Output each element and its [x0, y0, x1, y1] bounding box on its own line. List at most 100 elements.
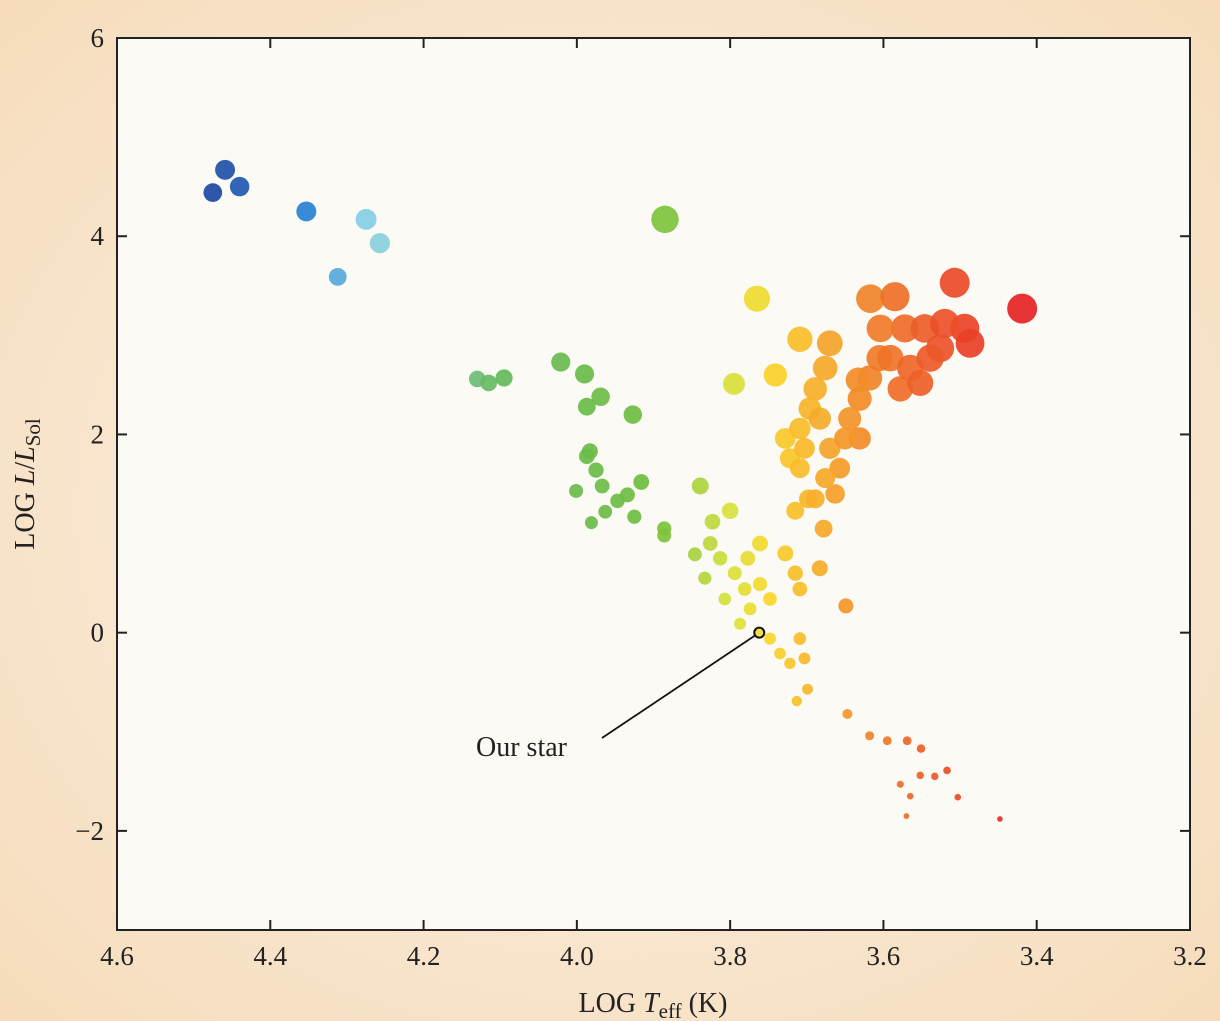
star-point [903, 813, 910, 819]
star-point [574, 364, 595, 384]
star-point [777, 545, 794, 562]
star-point [866, 314, 895, 343]
star-point [584, 516, 598, 530]
star-point [722, 372, 745, 395]
star-point [787, 326, 813, 352]
star-point [943, 766, 951, 775]
star-point [838, 598, 854, 614]
star-point [740, 550, 756, 566]
star-point [702, 536, 718, 551]
star-point [633, 474, 650, 490]
star-point [698, 571, 712, 585]
star-point [369, 233, 390, 254]
star-point [588, 462, 604, 478]
star-point [815, 468, 836, 489]
star-point [907, 369, 934, 396]
star-point [902, 736, 912, 746]
star-point [829, 457, 851, 479]
y-tick-label: −2 [75, 816, 104, 846]
star-point [954, 793, 962, 801]
star-point [838, 407, 862, 431]
star-point [578, 448, 595, 465]
star-point [328, 267, 347, 286]
star-point [787, 565, 803, 581]
star-point [856, 284, 885, 313]
star-point [792, 581, 808, 597]
star-point [627, 509, 642, 524]
star-point [802, 683, 814, 695]
y-tick-label: 6 [91, 23, 105, 53]
star-point [594, 478, 610, 494]
star-point [816, 330, 843, 357]
star-point [834, 427, 857, 450]
star-point [789, 417, 811, 440]
star-point [743, 602, 757, 616]
star-point [812, 355, 838, 381]
star-point [890, 314, 919, 343]
star-point [811, 560, 828, 577]
star-point [793, 632, 807, 645]
x-axis-label: LOG Teff (K) [579, 988, 728, 1021]
star-point [752, 535, 768, 552]
star-point [215, 159, 236, 180]
star-point [480, 374, 498, 392]
star-point [784, 657, 796, 670]
star-point [882, 736, 892, 746]
star-point [743, 285, 771, 312]
y-tick-label: 2 [91, 419, 105, 449]
star-point [651, 205, 679, 234]
star-point [763, 592, 777, 606]
star-point [803, 377, 827, 401]
x-tick-label: 4.2 [407, 941, 441, 971]
star-point [203, 183, 223, 202]
star-point [577, 397, 596, 416]
star-point [916, 744, 926, 753]
star-point [713, 551, 728, 566]
star-point [610, 493, 625, 509]
star-point [808, 407, 832, 430]
star-point [691, 477, 709, 495]
star-point [734, 617, 747, 630]
star-point [229, 176, 250, 197]
star-point [296, 201, 317, 222]
star-point [737, 582, 752, 596]
star-point [355, 208, 377, 230]
star-point [721, 502, 739, 520]
star-point [789, 458, 810, 479]
star-point [916, 344, 944, 372]
annotation-line [601, 631, 760, 739]
star-point [805, 489, 825, 509]
star-point [798, 652, 811, 665]
star-point [551, 352, 571, 372]
star-point [865, 731, 875, 741]
x-tick-label: 3.2 [1173, 941, 1207, 971]
star-point [763, 363, 787, 387]
star-point [791, 695, 803, 707]
x-tick-label: 3.8 [713, 941, 747, 971]
star-point [727, 566, 742, 581]
star-point [887, 376, 914, 402]
star-point [1007, 293, 1038, 324]
star-point [931, 772, 939, 781]
star-point [687, 547, 702, 562]
star-point [598, 504, 613, 519]
star-point [906, 792, 914, 800]
star-point [930, 308, 960, 339]
y-tick-label: 4 [91, 221, 105, 251]
our-star-marker [753, 626, 766, 639]
star-point [814, 519, 833, 538]
x-tick-label: 4.6 [100, 941, 134, 971]
star-point [896, 780, 904, 788]
star-point [880, 282, 910, 312]
star-point [623, 405, 643, 424]
star-point [916, 771, 924, 780]
star-point [845, 367, 871, 393]
y-tick-label: 0 [91, 618, 105, 648]
star-point [825, 484, 845, 504]
star-point [591, 387, 610, 407]
star-point [704, 513, 721, 530]
annotation-our-star: Our star [476, 732, 568, 763]
star-point [842, 708, 853, 719]
star-point [955, 328, 985, 358]
